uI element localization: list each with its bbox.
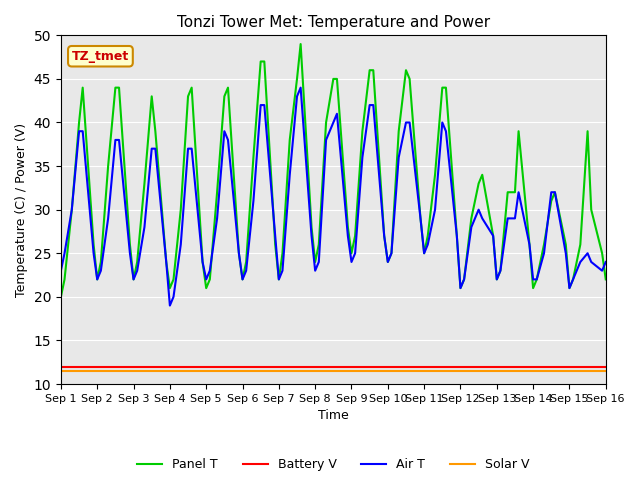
Air T xyxy=(384,259,392,265)
Air T xyxy=(166,303,173,309)
Panel T xyxy=(602,276,609,282)
Line: Air T: Air T xyxy=(61,88,605,306)
Air T xyxy=(297,85,305,91)
Panel T xyxy=(126,241,134,247)
Panel T xyxy=(297,41,305,47)
Air T xyxy=(188,146,195,152)
Panel T xyxy=(588,207,595,213)
Air T xyxy=(126,251,134,256)
Air T xyxy=(602,259,609,265)
Panel T xyxy=(525,241,533,247)
Air T xyxy=(598,268,606,274)
Air T xyxy=(57,268,65,274)
Text: TZ_tmet: TZ_tmet xyxy=(72,50,129,63)
Panel T xyxy=(598,251,606,256)
Air T xyxy=(529,276,537,282)
Panel T xyxy=(199,259,207,265)
Panel T xyxy=(184,94,192,99)
Air T xyxy=(202,276,210,282)
Line: Panel T: Panel T xyxy=(61,44,605,297)
Title: Tonzi Tower Met: Temperature and Power: Tonzi Tower Met: Temperature and Power xyxy=(177,15,490,30)
Legend: Panel T, Battery V, Air T, Solar V: Panel T, Battery V, Air T, Solar V xyxy=(132,453,535,476)
Panel T xyxy=(57,294,65,300)
Y-axis label: Temperature (C) / Power (V): Temperature (C) / Power (V) xyxy=(15,122,28,297)
X-axis label: Time: Time xyxy=(318,409,349,422)
